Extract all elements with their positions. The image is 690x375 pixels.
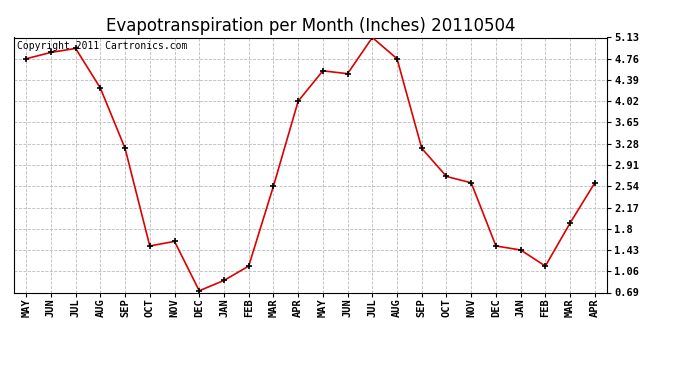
Title: Evapotranspiration per Month (Inches) 20110504: Evapotranspiration per Month (Inches) 20… — [106, 16, 515, 34]
Text: Copyright 2011 Cartronics.com: Copyright 2011 Cartronics.com — [17, 41, 187, 51]
